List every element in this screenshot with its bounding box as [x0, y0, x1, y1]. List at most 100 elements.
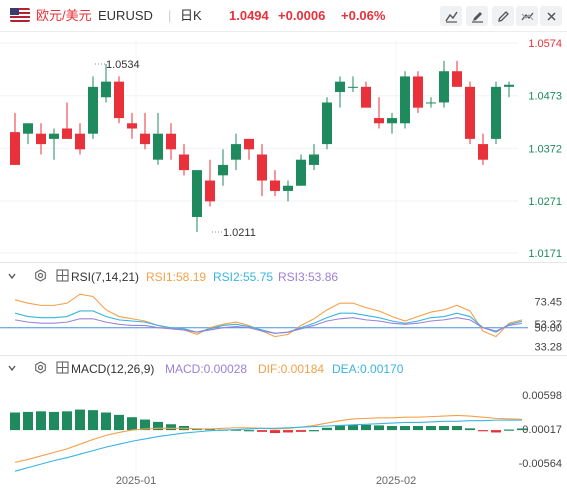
candle-body	[166, 133, 176, 150]
macd-bar	[309, 430, 319, 432]
candle-body	[283, 185, 293, 191]
candle-body	[75, 133, 85, 150]
macd-bar	[49, 411, 59, 431]
macd-bar	[374, 425, 384, 431]
flag-icon	[10, 8, 30, 22]
candle-body	[491, 86, 501, 139]
indicator-icon	[444, 11, 458, 23]
macd-bar	[101, 412, 111, 431]
macd-bar	[23, 411, 33, 431]
date-tick-label: 2025-01	[116, 475, 156, 487]
candle-body	[179, 154, 189, 171]
candle-body	[270, 180, 280, 191]
interval-selector[interactable]: 日K	[180, 8, 202, 23]
compare-icon	[520, 12, 534, 20]
draw-button[interactable]	[466, 6, 488, 26]
rsi-tick-label: 50.00	[534, 323, 562, 335]
dea-value: DEA:0.00170	[332, 362, 404, 376]
indicator-button[interactable]	[440, 6, 462, 26]
candle-body	[465, 86, 475, 139]
macd-bar	[257, 430, 267, 432]
candle-body	[36, 133, 46, 145]
macd-bar	[231, 429, 241, 431]
macd-bar	[452, 426, 462, 431]
candle-body	[348, 86, 358, 88]
macd-bar	[296, 430, 306, 432]
settings-icon[interactable]	[34, 361, 47, 374]
rsi3-value: RSI3:53.86	[278, 270, 339, 284]
candle-body	[218, 164, 228, 176]
macd-bar	[114, 414, 124, 431]
draw-icon	[471, 11, 483, 23]
candle-body	[62, 128, 72, 139]
candle-body	[257, 154, 267, 181]
candle-body	[452, 71, 462, 87]
macd-bar	[153, 421, 163, 431]
macd-bar	[270, 430, 280, 434]
macd-bar	[426, 426, 436, 431]
symbol: EURUSD	[98, 8, 153, 23]
candle-body	[374, 118, 384, 124]
candle-body	[127, 123, 137, 129]
edit-button[interactable]	[492, 6, 514, 26]
close-button[interactable]	[540, 6, 562, 26]
macd-bar	[62, 411, 72, 431]
price-tick-label: 1.0372	[528, 143, 562, 155]
collapse-icon[interactable]	[6, 362, 18, 374]
macd-bar	[413, 426, 423, 431]
macd-bar	[205, 428, 215, 431]
candle-body	[192, 170, 202, 217]
candle-body	[413, 76, 423, 108]
price-tick-label: 1.0271	[528, 196, 562, 208]
price-change: +0.0006	[278, 8, 326, 23]
candle-body	[205, 180, 215, 202]
candle-body	[140, 133, 150, 145]
close-icon	[546, 11, 556, 21]
macd-bar	[166, 424, 176, 431]
price-tick-label: 1.0171	[528, 248, 562, 260]
edit-icon	[497, 10, 509, 22]
macd-bar	[322, 427, 332, 431]
rsi-tick-label: 33.28	[534, 341, 562, 353]
candle-body	[478, 144, 488, 160]
date-tick-label: 2025-02	[376, 475, 416, 487]
macd-label: MACD(12,26,9)	[71, 362, 155, 376]
macd-bar	[140, 419, 150, 431]
candle-body	[153, 133, 163, 160]
rsi-series-line	[14, 310, 523, 334]
macd-bar	[335, 425, 345, 431]
candle-body	[231, 144, 241, 160]
rsi-tick-label: 53.37	[534, 319, 562, 331]
candle-body	[400, 76, 410, 124]
candle-body	[322, 102, 332, 145]
macd-bar	[400, 426, 410, 431]
collapse-icon[interactable]	[6, 270, 18, 282]
dea-line	[14, 419, 522, 472]
macd-bar	[491, 430, 501, 433]
candle-body	[309, 154, 319, 165]
indicator-grid-icon[interactable]	[56, 361, 69, 374]
candle-body	[23, 123, 33, 134]
macd-bar	[465, 428, 475, 431]
macd-bar	[504, 429, 514, 431]
macd-bar	[127, 417, 137, 431]
pair-name: 欧元/美元	[36, 8, 92, 23]
header-divider: |	[168, 8, 172, 23]
macd-bar	[283, 430, 293, 433]
macd-bar	[439, 426, 449, 431]
macd-bar	[348, 424, 358, 431]
settings-icon[interactable]	[34, 269, 47, 282]
dif-value: DIF:0.00184	[258, 362, 325, 376]
candle-body	[101, 81, 111, 98]
compare-button[interactable]	[516, 6, 538, 26]
rsi-label: RSI(7,14,21)	[71, 270, 140, 284]
candle-body	[49, 133, 59, 139]
rsi-tick-label: 73.45	[534, 297, 562, 309]
candle-body	[114, 81, 124, 119]
rsi-series-line	[14, 317, 523, 334]
macd-bar	[244, 430, 254, 432]
macd-bar	[36, 411, 46, 431]
indicator-grid-icon[interactable]	[56, 269, 69, 282]
macd-tick-label: 0.00598	[522, 390, 562, 402]
